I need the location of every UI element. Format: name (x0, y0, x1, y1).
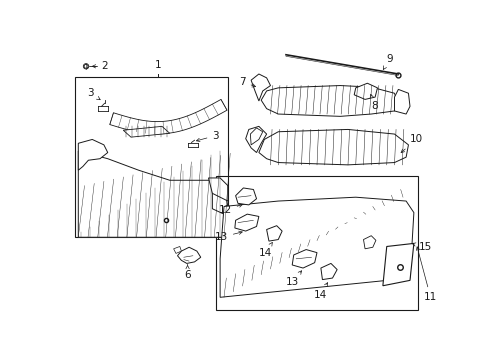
Polygon shape (321, 264, 337, 280)
Polygon shape (383, 243, 414, 286)
Text: 7: 7 (239, 77, 256, 87)
Polygon shape (292, 249, 317, 268)
Polygon shape (177, 247, 201, 264)
Polygon shape (364, 236, 376, 249)
Text: 3: 3 (87, 88, 100, 100)
Text: 6: 6 (184, 265, 191, 280)
Polygon shape (259, 130, 409, 165)
Polygon shape (354, 83, 377, 99)
Text: 10: 10 (401, 134, 423, 153)
Text: 8: 8 (370, 94, 378, 111)
Text: 14: 14 (258, 243, 272, 258)
Text: 15: 15 (412, 242, 433, 252)
Polygon shape (236, 188, 257, 205)
Polygon shape (251, 74, 270, 101)
Text: 13: 13 (286, 271, 301, 287)
Polygon shape (110, 99, 227, 134)
Polygon shape (78, 139, 108, 170)
Polygon shape (212, 188, 228, 214)
Text: 12: 12 (219, 204, 243, 215)
Text: 1: 1 (155, 60, 161, 70)
Text: 11: 11 (416, 247, 437, 302)
Polygon shape (220, 197, 414, 297)
Polygon shape (173, 247, 181, 253)
Polygon shape (123, 126, 170, 137)
Polygon shape (261, 86, 398, 116)
Polygon shape (78, 151, 224, 237)
Polygon shape (267, 226, 282, 241)
Polygon shape (209, 178, 228, 201)
Text: 9: 9 (383, 54, 393, 69)
Polygon shape (235, 214, 259, 231)
Text: 3: 3 (196, 131, 219, 141)
Polygon shape (245, 126, 267, 153)
Text: 2: 2 (92, 61, 108, 71)
Text: 13: 13 (215, 231, 242, 242)
Polygon shape (250, 128, 263, 145)
Polygon shape (394, 89, 410, 114)
Text: 14: 14 (314, 283, 328, 300)
